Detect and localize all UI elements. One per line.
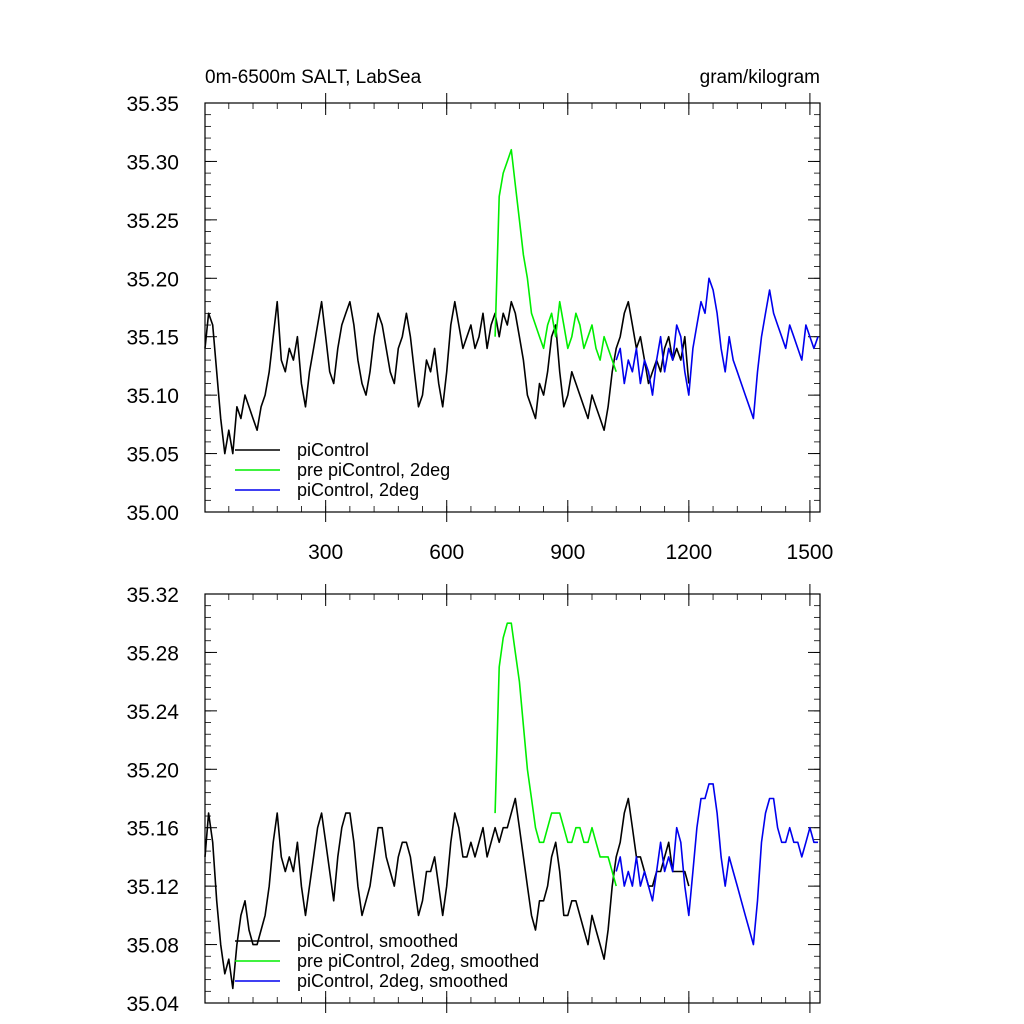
chart2-ytick-label: 35.08: [126, 935, 179, 958]
chart1-ytick-label: 35.25: [126, 210, 179, 233]
chart1-ytick-label: 35.15: [126, 327, 179, 350]
chart1-xtick-label: 1200: [665, 541, 712, 564]
chart1-xtick-label: 1500: [787, 541, 834, 564]
chart1-ytick-label: 35.10: [126, 385, 179, 408]
chart2-ytick-label: 35.32: [126, 584, 179, 607]
chart1-series-line-1: [204, 300, 690, 455]
chart1-ytick-label: 35.00: [126, 502, 179, 525]
chart1-ytick-label: 35.30: [126, 151, 179, 174]
chart2-legend-label-3: piControl, 2deg, smoothed: [297, 971, 508, 991]
chart1-plot-frame: [204, 102, 821, 513]
chart2-ytick-label: 35.12: [126, 876, 179, 899]
chart2-series-line-3: [615, 783, 818, 946]
chart2-ytick-label: 35.28: [126, 642, 179, 665]
chart1-legend-label-2: pre piControl, 2deg: [297, 460, 450, 480]
chart2-series-line-2: [494, 622, 617, 887]
chart2-plot-frame: [204, 593, 821, 1004]
chart1-ytick-label: 35.20: [126, 268, 179, 291]
chart1-units: gram/kilogram: [700, 67, 820, 88]
chart1-title: 0m-6500m SALT, LabSea: [205, 67, 422, 88]
chart2-ytick-label: 35.16: [126, 818, 179, 841]
chart1-legend-label-3: piControl, 2deg: [297, 480, 419, 500]
chart2-ytick-label: 35.20: [126, 759, 179, 782]
chart2-legend-label-2: pre piControl, 2deg, smoothed: [297, 951, 539, 971]
chart1-legend-label-1: piControl: [297, 440, 369, 460]
chart1-xtick-label: 600: [429, 541, 464, 564]
chart2-series-line-1: [204, 797, 690, 990]
chart1-series-line-2: [494, 148, 617, 373]
chart2-legend-label-1: piControl, smoothed: [297, 931, 458, 951]
chart1-xtick-label: 900: [550, 541, 585, 564]
chart1-xtick-label: 300: [308, 541, 343, 564]
chart1-series-line-3: [615, 277, 819, 420]
chart1-ytick-label: 35.35: [126, 93, 179, 116]
chart2-ytick-label: 35.04: [126, 993, 179, 1016]
chart2-ytick-label: 35.24: [126, 701, 179, 724]
chart1-ytick-label: 35.05: [126, 444, 179, 467]
